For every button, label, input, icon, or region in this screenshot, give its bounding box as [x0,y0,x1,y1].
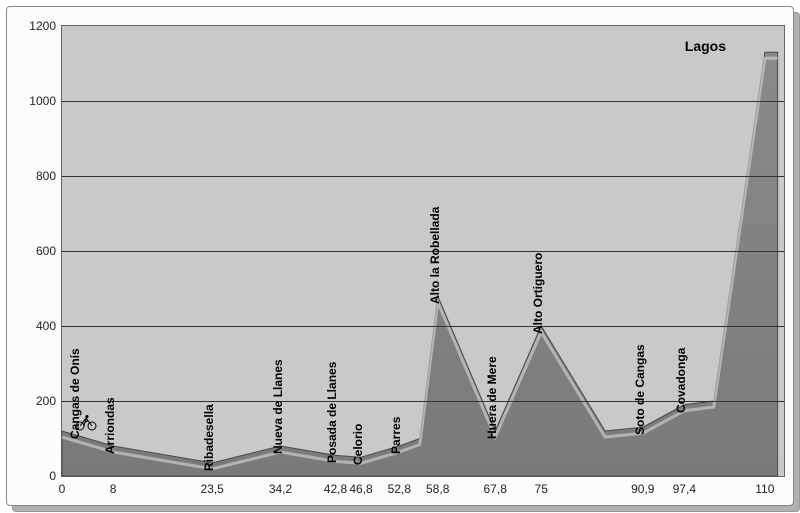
x-tick-label: 97,4 [673,482,696,496]
elevation-highlight [62,58,778,469]
y-tick-label: 800 [36,169,56,183]
x-tick-label: 75 [535,482,548,496]
location-label: Huera de Mere [485,356,499,439]
x-tick-label: 46,8 [349,482,372,496]
location-label: Alto la Robellada [428,207,442,304]
page: { "chart": { "type": "area", "width_px":… [0,0,800,513]
x-tick-label: 52,8 [388,482,411,496]
y-tick-label: 200 [36,394,56,408]
gridline [62,176,784,177]
location-label: Ribadesella [202,404,216,471]
y-tick-label: 1000 [29,94,56,108]
gridline [62,326,784,327]
x-tick-label: 8 [110,482,117,496]
y-tick-label: 400 [36,319,56,333]
x-tick-label: 42,8 [324,482,347,496]
location-label: Nueva de Llanes [271,359,285,454]
peak-label: Lagos [685,38,726,54]
x-tick-label: 0 [59,482,66,496]
chart-panel: 0 200 400 600 800 1000 1200 0 8 23,5 34,2 42,846,8… [6,6,794,506]
x-tick-label: 23,5 [200,482,223,496]
gridline [62,251,784,252]
location-label: Covadonga [674,347,688,412]
location-label: Parres [389,417,403,454]
x-tick-label: 58,8 [426,482,449,496]
x-tick-label: 67,8 [484,482,507,496]
location-label: Alto Ortiguero [531,253,545,334]
x-tick-label: 34,2 [269,482,292,496]
location-label: Posada de Llanes [325,362,339,463]
x-tick-label: 90,9 [631,482,654,496]
y-tick-label: 600 [36,244,56,258]
location-label: Arriondas [103,397,117,454]
location-label: Soto de Cangas [633,345,647,436]
elevation-area [62,52,778,476]
y-tick-label: 0 [49,469,56,483]
plot-area: 020040060080010001200 0823,534,242,846,8… [61,25,785,477]
location-label: Celorio [351,424,365,465]
x-tick-label: 110 [755,482,774,496]
cyclist-icon [75,415,97,436]
y-tick-label: 1200 [29,19,56,33]
gridline [62,101,784,102]
